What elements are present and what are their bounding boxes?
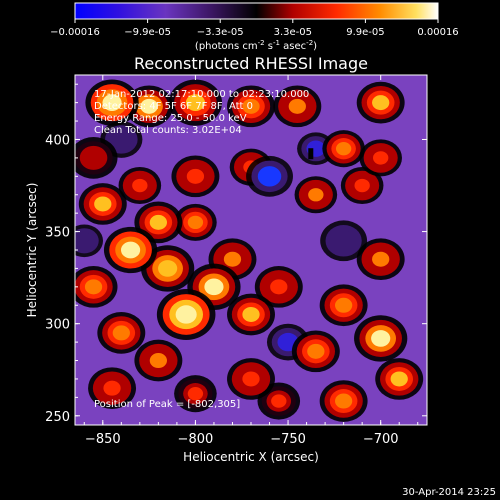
heatmap-blob [118,167,162,205]
annotation-line: Detectors: 4F 5F 6F 7F 8F, Att 0 [94,101,253,112]
heatmap-blob [322,130,365,168]
x-tick-label: −750 [270,432,306,447]
heatmap-blob [88,367,137,409]
heatmap-blob [75,224,104,258]
heatmap-blob [75,137,118,179]
heatmap-blob [227,85,275,128]
colorbar-tick-label: −9.9e-05 [124,27,171,38]
chart-title: Reconstructed RHESSI Image [134,54,368,73]
heatmap-blob [294,176,338,214]
heatmap-blob [254,266,303,308]
heatmap-blob [168,79,223,126]
heatmap-blob [85,79,139,126]
annotation-line: 17-Jan-2012 02:17:10.000 to 02:23:10.000 [94,89,309,100]
heatmap-blob [319,284,368,327]
heatmap-blob [227,293,275,336]
x-tick-label: −850 [85,432,121,447]
colorbar-ticks: −0.00016 −9.9e-05 −3.3e-05 3.3e-05 9.9e-05 0.… [50,19,459,38]
y-tick-label: 250 [45,410,70,425]
heatmap-blob [174,375,217,413]
heatmap-blob [78,183,127,225]
colorbar-tick-label: 0.00016 [417,27,458,38]
heatmap-blob [103,226,158,274]
x-tick-label: −800 [178,432,214,447]
colorbar-tick-label: −3.3e-05 [197,27,244,38]
peak-label: Position of Peak = [-802,305] [94,399,240,410]
heatmap-blob [319,380,368,422]
annotations: 17-Jan-2012 02:17:10.000 to 02:23:10.000… [94,89,309,136]
heatmap-blob [273,85,322,128]
heatmap-blob [356,81,405,124]
heatmap-blob [97,312,146,354]
heatmap-blob [75,266,118,308]
x-tick-label: −700 [363,432,399,447]
heatmap-blob [134,339,183,382]
heatmap-blob [246,155,293,197]
colorbar-units: (photons cm-2 s-1 asec-2) [195,39,317,52]
heatmap-blob [156,289,216,340]
y-tick-label: 400 [45,133,70,148]
colorbar [74,2,439,20]
colorbar-tick-label: 9.9e-05 [346,27,384,38]
x-axis-label: Heliocentric X (arcsec) [183,450,319,464]
heatmap-blob [171,155,220,198]
heatmap-blob [359,139,402,177]
heatmap-blob [320,220,368,262]
annotation-line: Clean Total counts: 3.02E+04 [94,125,242,136]
y-tick-label: 350 [45,226,70,241]
dark-spot [308,148,314,160]
axes: −850 −800 −750 −700 250 300 350 400 [45,75,427,447]
heatmap-blob [291,330,340,373]
colorbar-tick-label: 3.3e-05 [274,27,312,38]
heatmap-blob [356,238,405,281]
heatmap-blob [227,358,275,400]
heatmap-blob [375,358,424,400]
heatmap-blob [354,315,408,362]
y-axis-label: Heliocentric Y (arcsec) [25,183,39,318]
y-tick-label: 300 [45,318,70,333]
annotation-line: Energy Range: 25.0 - 50.0 keV [94,113,247,124]
heatmap-blob [174,203,217,241]
colorbar-tick-label: −0.00016 [50,27,100,38]
timestamp: 30-Apr-2014 23:25 [402,487,496,498]
heatmap [75,75,427,425]
heatmap-blob [340,167,384,205]
